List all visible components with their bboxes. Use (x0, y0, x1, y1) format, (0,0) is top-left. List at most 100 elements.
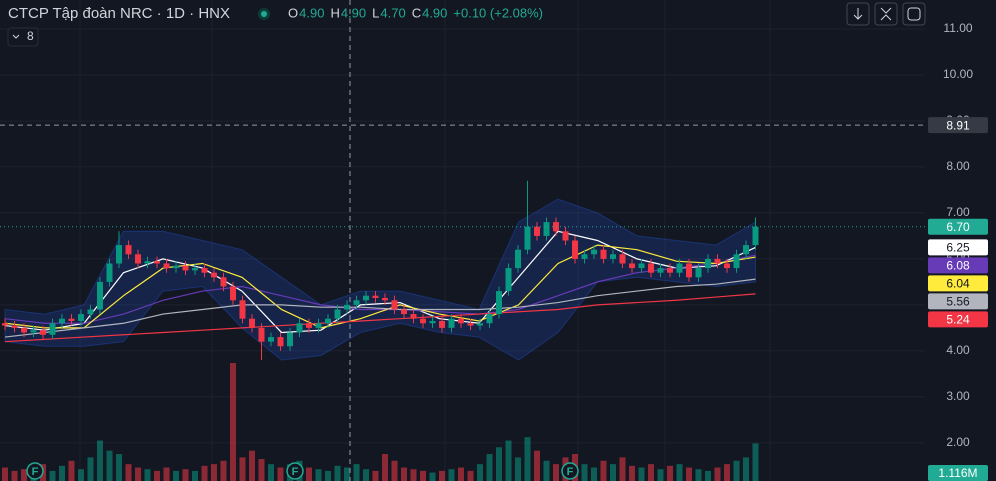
y-tick-label: 3.00 (946, 389, 970, 403)
ma-badge (928, 311, 988, 328)
volume-bar (667, 465, 673, 481)
candle-body (600, 249, 607, 259)
volume-bar (648, 464, 654, 481)
moving-average (4, 254, 756, 324)
candle-body (287, 332, 293, 347)
volume-bar (353, 464, 360, 481)
ohlc-key: H (330, 5, 339, 20)
volume-bar (334, 465, 341, 481)
volume-bar (372, 470, 379, 481)
candle-body (59, 318, 65, 324)
ohlc-values: O 4.90 H 4.90 L 4.70 C 4.90 +0.10 (+2.08%) (288, 5, 543, 20)
candle-body (695, 268, 702, 278)
ohlc-value: 4.70 (380, 5, 405, 20)
candle-body (182, 265, 189, 271)
volume-bar (59, 465, 65, 481)
candle-body (306, 323, 312, 328)
candle-body (125, 245, 132, 255)
volume-bar (21, 469, 27, 481)
candle-body (78, 314, 84, 321)
candle-body (515, 249, 521, 269)
candle-body (106, 263, 113, 282)
last-price-badge-text: 6.70 (946, 220, 970, 234)
candle-body (448, 318, 455, 328)
candle-body (572, 240, 578, 259)
candle-body (163, 263, 170, 269)
volume-bar (657, 469, 664, 481)
volume-bar (686, 467, 692, 481)
volume-bar (125, 464, 132, 481)
volume-bar (315, 469, 322, 481)
candle-body (49, 323, 56, 335)
candle-body (68, 318, 75, 321)
volume-bar (325, 470, 331, 481)
ma-badge-text: 5.56 (946, 295, 970, 309)
candle-body (201, 268, 208, 273)
volume-bar (382, 454, 388, 481)
volume-bar (201, 465, 208, 481)
candle-body (116, 245, 122, 264)
candle-body (344, 304, 350, 310)
candle-body (676, 263, 683, 273)
indicators-toggle[interactable] (7, 27, 39, 47)
y-tick-label: 4.00 (946, 343, 970, 357)
candle-body (135, 254, 141, 264)
volume-bar (581, 464, 588, 481)
volume-badge (928, 465, 988, 481)
ma-badge-text: 6.25 (946, 241, 970, 255)
candle-body (249, 318, 255, 328)
candle-body (2, 323, 8, 326)
ohlc-key: C (412, 5, 421, 20)
candle-body (277, 337, 284, 347)
candle-body (220, 277, 227, 287)
candle-body (714, 258, 721, 264)
candle-body (87, 309, 94, 315)
volume-bar (629, 465, 635, 481)
button-collapse[interactable] (874, 2, 898, 26)
event-label: F (567, 466, 574, 478)
moving-average (4, 230, 756, 334)
candle-body (743, 245, 749, 255)
candle-body (439, 320, 445, 328)
event-marker (26, 462, 44, 480)
candle-body (230, 286, 236, 301)
ohlc-key: L (372, 5, 379, 20)
candle-body (258, 327, 265, 342)
volume-bar (391, 460, 398, 481)
symbol-title: CTCP Tập đoàn NRC · 1D · HNX (8, 5, 230, 22)
volume-bar (116, 454, 122, 481)
ohlc-value: 4.90 (422, 5, 447, 20)
volume-bar (467, 470, 474, 481)
volume-bar (78, 469, 84, 481)
candle-body (11, 325, 18, 328)
ohlc-key: O (288, 5, 298, 20)
volume-bar (144, 469, 151, 481)
event-marker (561, 462, 579, 480)
candle-body (638, 263, 645, 269)
candle-body (30, 330, 37, 333)
button-maximize[interactable] (902, 2, 926, 26)
candle-body (667, 268, 673, 273)
icon-maximize (907, 7, 921, 21)
candle-body (363, 295, 369, 301)
candle-body (752, 226, 759, 246)
volume-bar (752, 443, 759, 481)
y-tick-label: 2.00 (946, 435, 970, 449)
candle-body (629, 263, 635, 269)
candle-body (524, 226, 531, 250)
volume-bar (695, 469, 702, 481)
volume-bar (49, 470, 56, 481)
volume-bar (448, 469, 455, 481)
candle-body (591, 249, 597, 255)
volume-bar (211, 464, 217, 481)
volume-bar (705, 470, 711, 481)
candle-body (154, 261, 160, 264)
volume-bar (439, 470, 445, 481)
candle-body (458, 318, 464, 324)
volume-bar (230, 363, 236, 481)
candle-body (429, 320, 436, 324)
candle-body (391, 300, 398, 310)
candle-body (724, 263, 730, 269)
volume-bar (543, 460, 550, 481)
